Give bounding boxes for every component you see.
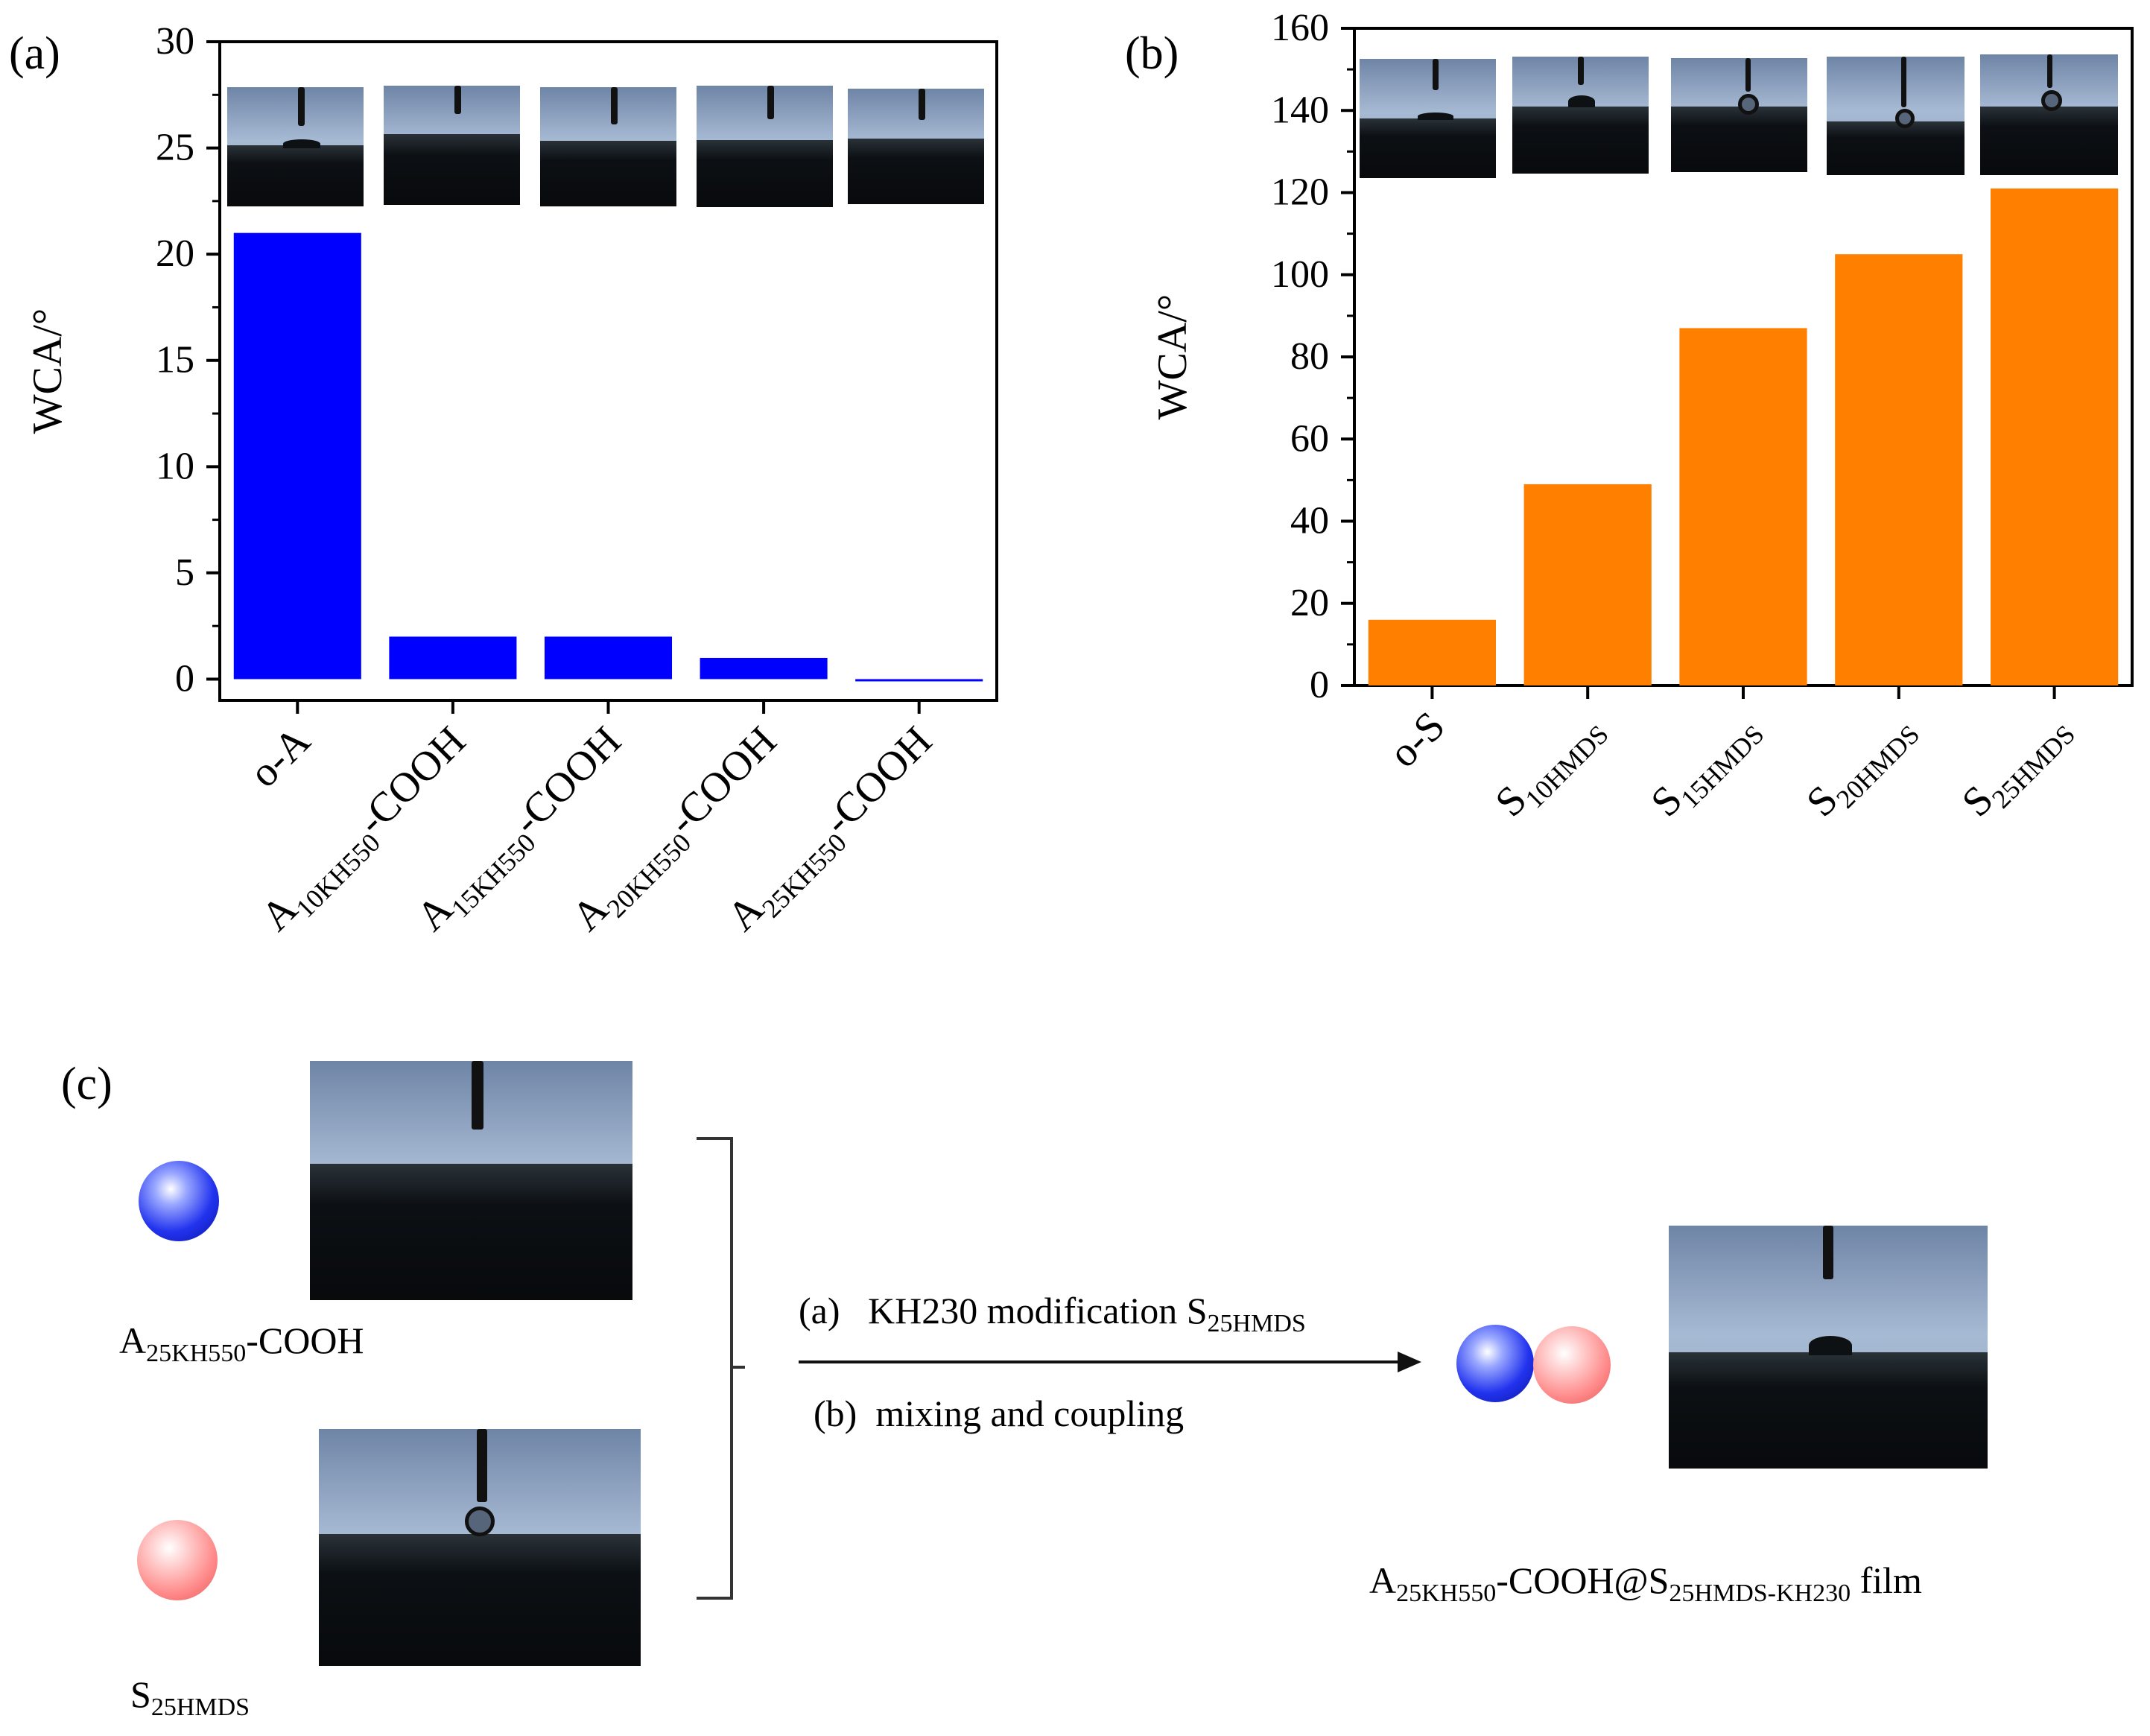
droplet-photo-A20	[697, 86, 833, 207]
y-tick-label: 140	[1271, 89, 1329, 131]
y-tick-label: 5	[175, 551, 194, 594]
material-1-label: A25KH550-COOH	[119, 1319, 364, 1368]
material-1-base: A	[119, 1320, 147, 1361]
bar	[1835, 254, 1963, 685]
grouping-brace	[697, 1137, 745, 1600]
product-mid: -COOH@S	[1496, 1559, 1669, 1601]
x-tick-label-text: -COOH	[659, 717, 785, 843]
product-sub-2: 25HMDS-KH230	[1669, 1580, 1851, 1607]
y-tick-label: 0	[1310, 664, 1329, 706]
x-tick-label: S10HMDS	[1487, 703, 1614, 830]
bar	[544, 636, 673, 679]
x-tick-label-text: o-S	[1380, 703, 1454, 776]
bar	[233, 232, 361, 679]
x-tick-label-subscript: 10HMDS	[1519, 719, 1614, 814]
droplet-photo-S10	[1512, 57, 1649, 174]
red-sphere	[137, 1520, 218, 1600]
y-tick-label: 40	[1290, 500, 1329, 542]
droplet-photo-A15	[540, 87, 676, 206]
material-2-label: S25HMDS	[130, 1673, 250, 1722]
droplet-photo-o-S	[1360, 59, 1496, 178]
x-tick-label-subscript: 20KH550	[601, 828, 697, 924]
step-b-text: (b) mixing and coupling	[814, 1392, 1184, 1435]
y-tick-label: 20	[156, 232, 194, 275]
step-a-sub: 25HMDS	[1207, 1310, 1306, 1337]
y-tick-label: 100	[1271, 253, 1329, 296]
product-suffix: film	[1851, 1559, 1922, 1601]
bar	[1679, 328, 1807, 685]
droplet-photo-product-film	[1669, 1226, 1988, 1469]
y-tick-label: 25	[156, 127, 194, 169]
bar	[855, 679, 983, 682]
x-tick-label-subscript: 20HMDS	[1830, 719, 1925, 814]
x-tick-label-text: -COOH	[815, 717, 941, 843]
y-tick-label: 80	[1290, 335, 1329, 378]
x-tick-label-subscript: 25HMDS	[1986, 719, 2081, 814]
droplet-photo-A25KH550-COOH	[310, 1061, 632, 1300]
y-tick-label: 30	[156, 20, 194, 63]
y-axis-label: WCA/°	[1149, 294, 1196, 420]
bar	[1368, 619, 1497, 685]
product-blue-sphere	[1456, 1325, 1534, 1402]
x-tick-label: o-A	[241, 717, 320, 796]
panel-b-label: (b)	[1125, 28, 1179, 79]
step-a-text: (a) KH230 modification S25HMDS	[799, 1289, 1306, 1338]
x-tick-label: S25HMDS	[1953, 703, 2081, 830]
bar	[1523, 484, 1652, 685]
y-tick-label: 15	[156, 339, 194, 381]
droplet-photo-S15	[1671, 58, 1807, 172]
y-tick-label: 160	[1271, 7, 1329, 49]
material-1-suffix: -COOH	[246, 1320, 364, 1361]
panel-a-label: (a)	[9, 28, 60, 79]
x-tick-label-subscript: 15HMDS	[1675, 719, 1769, 814]
y-tick-label: 60	[1290, 417, 1329, 460]
y-axis-label: WCA/°	[25, 308, 71, 434]
x-tick-label: S20HMDS	[1798, 703, 1925, 830]
material-1-sub: 25KH550	[146, 1340, 247, 1367]
x-tick-label-subscript: 15KH550	[445, 828, 542, 924]
product-sub-1: 25KH550	[1396, 1580, 1497, 1607]
x-tick-label-text: -COOH	[504, 717, 630, 843]
product-red-sphere	[1533, 1326, 1611, 1404]
product-base: A	[1369, 1559, 1397, 1601]
bar	[389, 636, 517, 679]
droplet-photo-A25	[848, 89, 984, 204]
y-tick-label: 10	[156, 445, 194, 487]
y-tick-label: 120	[1271, 171, 1329, 214]
material-2-base: S	[130, 1673, 151, 1715]
x-tick-label-text: -COOH	[349, 717, 475, 843]
x-tick-label-text: o-A	[241, 717, 320, 796]
step-a-label: KH230 modification S	[868, 1290, 1208, 1331]
product-label: A25KH550-COOH@S25HMDS-KH230 film	[1369, 1559, 1922, 1608]
schematic-lines	[697, 1137, 1421, 1600]
reaction-arrow-head	[1398, 1352, 1421, 1372]
droplet-photo-S20	[1827, 57, 1965, 175]
blue-sphere	[139, 1161, 219, 1241]
droplet-photo-o-A	[227, 87, 364, 206]
x-tick-label-subscript: 25KH550	[756, 828, 852, 924]
step-a-prefix: (a)	[799, 1290, 840, 1331]
material-2-sub: 25HMDS	[150, 1694, 250, 1721]
x-tick-label: S15HMDS	[1642, 703, 1769, 830]
y-tick-label: 20	[1290, 582, 1329, 624]
droplet-photo-S25HMDS	[319, 1429, 641, 1666]
step-b-label: mixing and coupling	[875, 1393, 1185, 1434]
x-tick-label-subscript: 10KH550	[290, 828, 386, 924]
bar	[700, 657, 828, 679]
x-tick-label: o-S	[1380, 703, 1454, 776]
bar	[1990, 188, 2119, 686]
step-b-prefix: (b)	[814, 1393, 857, 1434]
droplet-photo-A10	[384, 86, 520, 205]
panel-c-label: (c)	[61, 1059, 112, 1109]
droplet-photo-S25	[1980, 54, 2118, 175]
y-tick-label: 0	[175, 657, 194, 700]
